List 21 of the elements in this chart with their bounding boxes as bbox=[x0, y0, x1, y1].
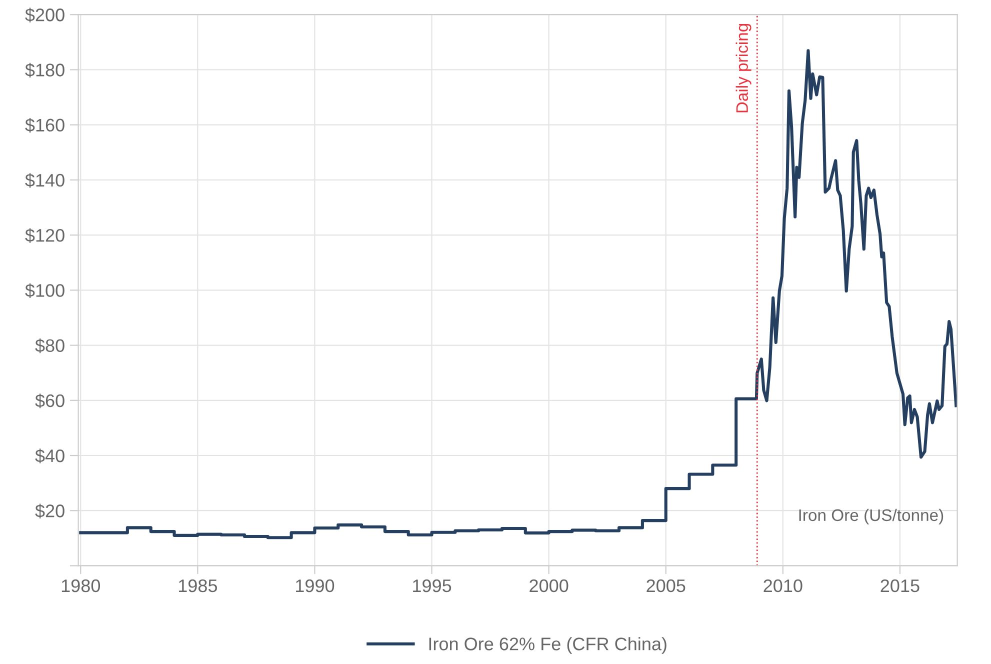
x-tick-label: 1995 bbox=[413, 579, 452, 592]
annotation: Iron Ore (US/tonne) bbox=[799, 508, 944, 524]
y-tick-label: $160 bbox=[25, 118, 64, 133]
y-tick-label: $40 bbox=[35, 448, 64, 464]
y-tick-label: $60 bbox=[35, 394, 64, 408]
x-tick-label: 2010 bbox=[764, 579, 802, 592]
x-tick-label: 1990 bbox=[296, 579, 334, 592]
y-tick-label: $120 bbox=[25, 228, 64, 243]
y-tick-label: $20 bbox=[35, 504, 64, 518]
y-tick-label: $100 bbox=[25, 283, 64, 298]
x-tick-label: 1980 bbox=[62, 579, 100, 592]
y-tick-label: $200 bbox=[25, 8, 64, 22]
y-tick-label: $140 bbox=[25, 173, 64, 188]
y-tick-label: $180 bbox=[25, 62, 64, 78]
ref-line-label: Daily pricing bbox=[736, 24, 752, 112]
x-tick-label: 2005 bbox=[646, 579, 686, 592]
y-tick-label: $80 bbox=[35, 338, 64, 354]
legend-label: Iron Ore 62% Fe (CFR China) bbox=[429, 637, 666, 654]
x-tick-label: 1985 bbox=[178, 579, 218, 592]
x-tick-label: 2015 bbox=[880, 579, 920, 592]
x-tick-label: 2000 bbox=[530, 579, 568, 592]
